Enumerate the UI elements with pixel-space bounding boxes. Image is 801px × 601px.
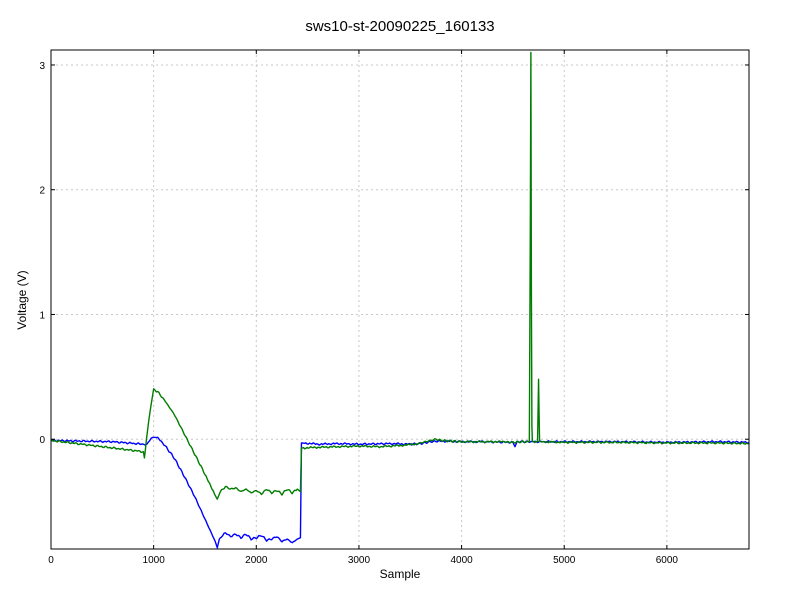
- x-tick-label: 1000: [143, 555, 166, 566]
- series-line-1: [51, 436, 749, 549]
- grid: [51, 50, 749, 549]
- y-axis-label: Voltage (V): [15, 270, 29, 329]
- y-tick-label: 3: [39, 61, 45, 72]
- x-tick-label: 6000: [656, 555, 679, 566]
- axis-ticks: 0 1000 2000 3000 4000 5000 6000 0 1 2 3: [39, 50, 749, 566]
- y-tick-label: 0: [39, 435, 45, 446]
- x-axis-label: Sample: [380, 567, 421, 581]
- y-tick-label: 1: [39, 310, 45, 321]
- x-tick-label: 0: [48, 555, 54, 566]
- x-tick-label: 3000: [348, 555, 371, 566]
- y-tick-label: 2: [39, 186, 45, 197]
- series-line-2: [51, 51, 749, 500]
- x-tick-label: 5000: [553, 555, 576, 566]
- chart-title: sws10-st-20090225_160133: [305, 18, 494, 35]
- plot-area: [51, 51, 749, 549]
- x-tick-label: 2000: [245, 555, 268, 566]
- plot-frame: [50, 49, 750, 550]
- x-tick-label: 4000: [450, 555, 473, 566]
